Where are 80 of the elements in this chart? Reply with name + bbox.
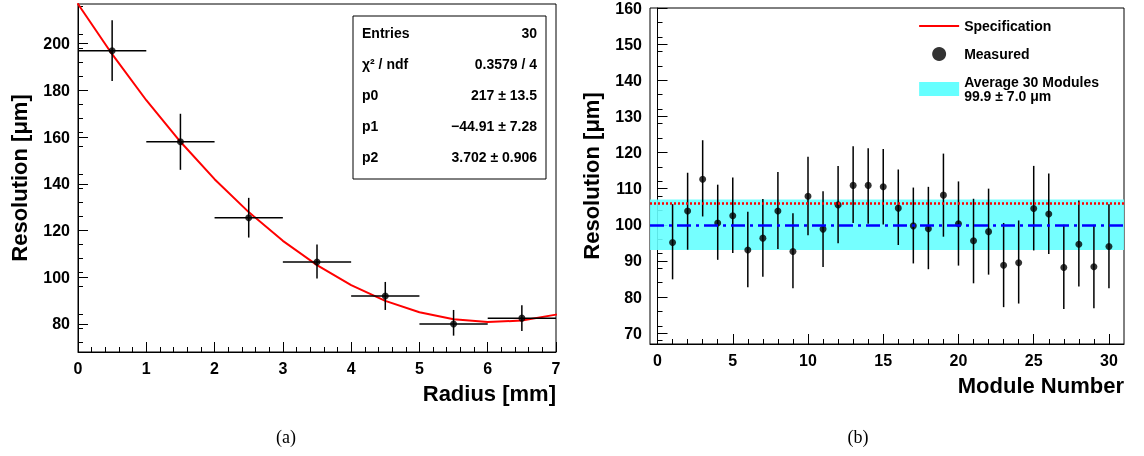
y-tick-label: 150 (615, 35, 643, 53)
y-tick-label: 90 (624, 252, 643, 270)
annotation: 0.3579 / 4 (474, 56, 538, 72)
x-tick-label: 3 (278, 359, 288, 377)
x-tick-label: 1 (141, 359, 151, 377)
point (1075, 240, 1083, 248)
x-tick-label: 30 (1100, 351, 1118, 369)
point (970, 237, 978, 245)
point (1030, 205, 1038, 213)
x-tick-label: 15 (874, 351, 893, 369)
point (669, 238, 677, 246)
point (381, 292, 389, 300)
point (879, 183, 887, 191)
point (1000, 261, 1008, 269)
y-tick-label: 160 (43, 128, 71, 146)
y-tick-label: 80 (52, 315, 71, 333)
point (1060, 263, 1068, 271)
point (789, 248, 797, 256)
point (245, 214, 253, 222)
annotation: Entries (362, 25, 410, 41)
point (939, 191, 947, 199)
text: (b) (847, 427, 869, 448)
y-tick-label: 80 (624, 288, 643, 306)
point (108, 47, 116, 55)
point (1090, 263, 1098, 271)
annotation: −44.91 ± 7.28 (451, 118, 538, 134)
point (1105, 242, 1113, 250)
annotation: p1 (362, 118, 379, 134)
x-tick-label: 6 (483, 359, 493, 377)
x-tick-label: 25 (1024, 351, 1043, 369)
x-axis-title: Module Number (957, 372, 1125, 398)
annotation: 217 ± 13.5 (470, 87, 538, 103)
x-tick-label: 5 (728, 351, 738, 369)
point (684, 207, 692, 215)
y-tick-label: 140 (43, 175, 71, 193)
point (699, 175, 707, 183)
y-tick-label: 110 (616, 180, 643, 198)
point (849, 181, 857, 189)
point (759, 234, 767, 242)
y-tick-label: 130 (615, 107, 643, 125)
annotation: 3.702 ± 0.906 (451, 149, 538, 165)
y-tick-label: 100 (43, 268, 71, 286)
point (518, 314, 526, 322)
x-tick-label: 20 (949, 351, 968, 369)
point (864, 181, 872, 189)
y-tick-label: 140 (615, 71, 643, 89)
point (804, 192, 812, 200)
y-tick-label: 160 (615, 0, 643, 17)
point (176, 138, 184, 146)
point (985, 228, 993, 236)
legend-label: Average 30 Modules 99.9 ± 7.0 μm (964, 74, 1100, 104)
x-tick-label: 0 (73, 359, 83, 377)
annotation: p2 (362, 149, 379, 165)
point (894, 204, 902, 212)
x-tick-label: 7 (551, 359, 561, 377)
x-tick-label: 5 (414, 359, 424, 377)
annotation: 30 (521, 25, 538, 41)
x-tick-label: 0 (653, 351, 663, 369)
point (729, 212, 737, 220)
y-tick-label: 70 (624, 324, 643, 342)
y-tick-label: 180 (43, 81, 71, 99)
x-tick-label: 2 (210, 359, 220, 377)
y-tick-label: 200 (43, 35, 71, 53)
y-axis-title: Resolution [μm] (578, 92, 604, 260)
text: (a) (276, 427, 296, 448)
x-axis-title: Radius [mm] (422, 380, 556, 406)
y-tick-label: 100 (615, 216, 643, 234)
y-tick-label: 120 (43, 222, 71, 240)
point (1015, 259, 1023, 267)
x-tick-label: 4 (346, 359, 356, 377)
point (450, 320, 458, 328)
y-tick-label: 120 (615, 144, 643, 162)
point (1045, 210, 1053, 218)
annotation: p0 (362, 87, 379, 103)
point (744, 246, 752, 254)
x-tick-label: 10 (799, 351, 817, 369)
legend-label: Measured (964, 46, 1030, 62)
legend-label: Specification (964, 18, 1052, 34)
annotation: χ² / ndf (362, 56, 409, 72)
y-axis-title: Resolution [μm] (6, 94, 32, 262)
